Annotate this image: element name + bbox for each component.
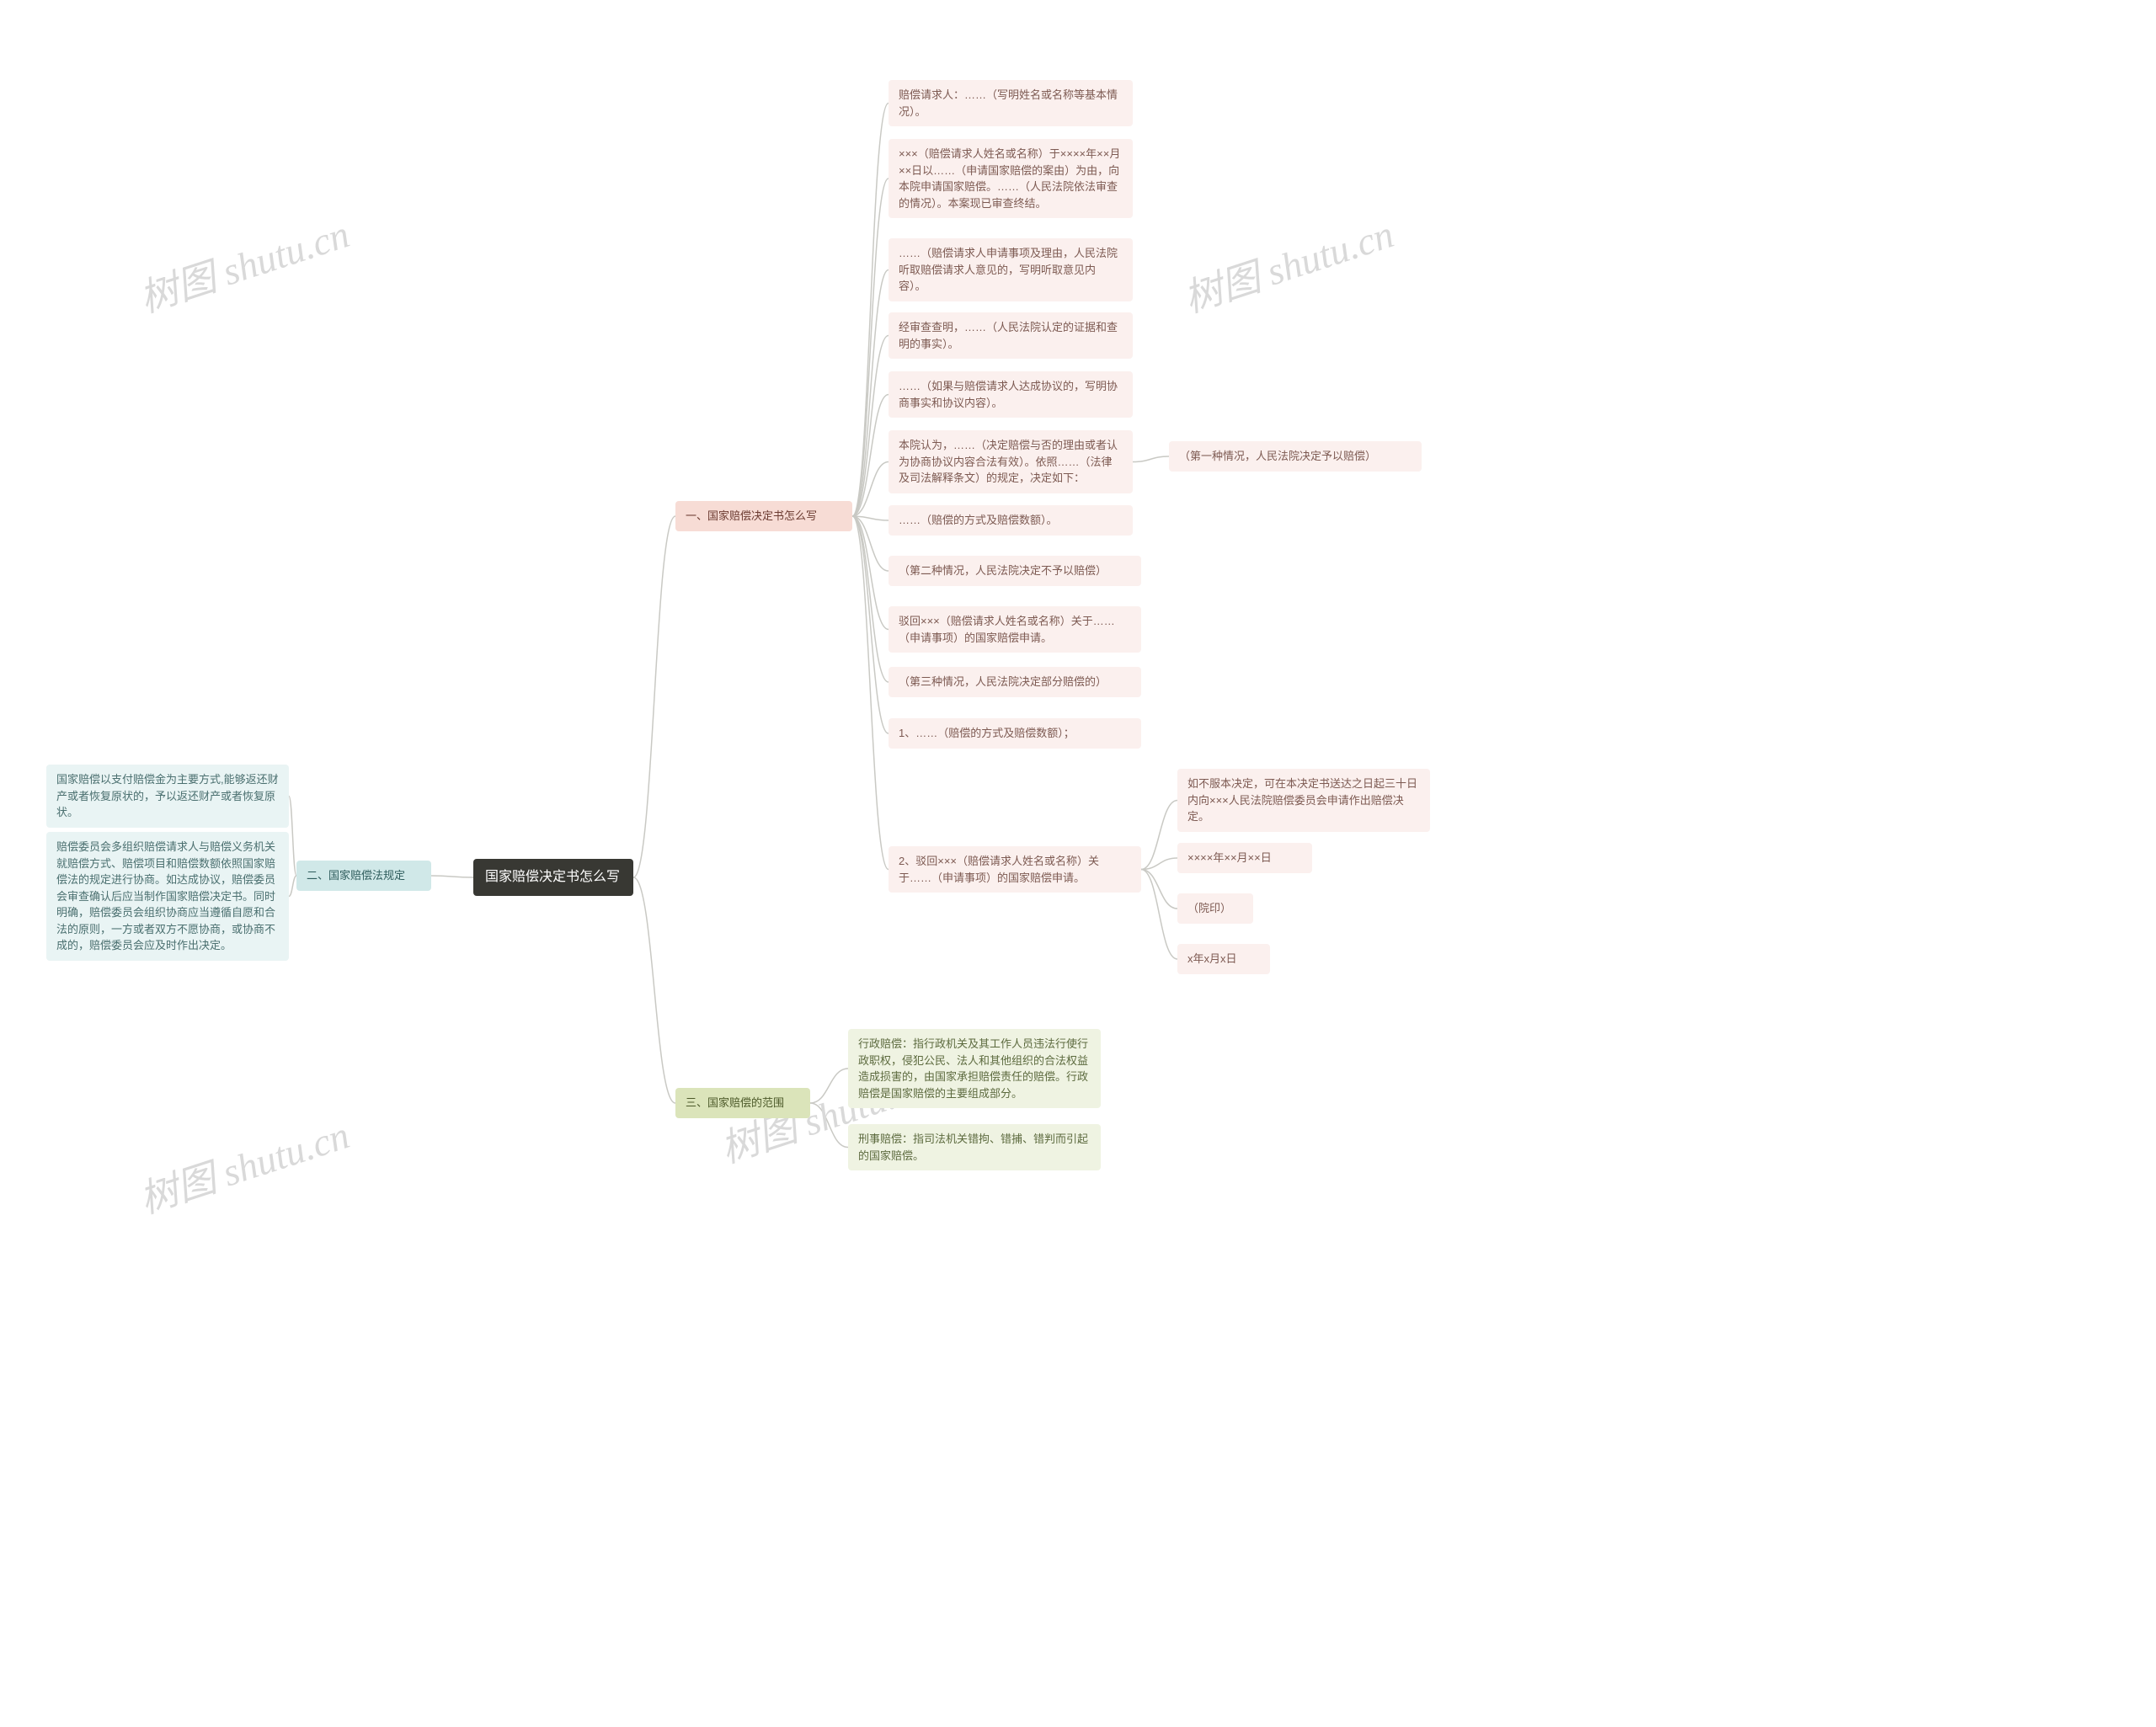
leaf-one-1: 赔偿请求人：……（写明姓名或名称等基本情况）。: [889, 80, 1133, 126]
leaf-three-2: 刑事赔偿：指司法机关错拘、错捕、错判而引起的国家赔偿。: [848, 1124, 1101, 1170]
branch-three: 三、国家赔偿的范围: [675, 1088, 810, 1118]
leaf-one-6: 本院认为，……（决定赔偿与否的理由或者认为协商协议内容合法有效）。依照……（法律…: [889, 430, 1133, 493]
branch-one: 一、国家赔偿决定书怎么写: [675, 501, 852, 531]
leaf-one-12a: 如不服本决定，可在本决定书送达之日起三十日内向×××人民法院赔偿委员会申请作出赔…: [1177, 769, 1430, 832]
leaf-one-12: 2、驳回×××（赔偿请求人姓名或名称）关于……（申请事项）的国家赔偿申请。: [889, 846, 1141, 893]
leaf-one-12d: x年x月x日: [1177, 944, 1270, 974]
leaf-one-11: 1、……（赔偿的方式及赔偿数额）；: [889, 718, 1141, 749]
leaf-one-7: ……（赔偿的方式及赔偿数额）。: [889, 505, 1133, 536]
leaf-two-2: 赔偿委员会多组织赔偿请求人与赔偿义务机关就赔偿方式、赔偿项目和赔偿数额依照国家赔…: [46, 832, 289, 961]
mindmap-canvas: 树图 shutu.cn 树图 shutu.cn 树图 shutu.cn 树图 s…: [0, 0, 2156, 1727]
leaf-one-2: ×××（赔偿请求人姓名或名称）于××××年××月××日以……（申请国家赔偿的案由…: [889, 139, 1133, 218]
root-node: 国家赔偿决定书怎么写: [473, 859, 633, 896]
leaf-two-1: 国家赔偿以支付赔偿金为主要方式,能够返还财产或者恢复原状的，予以返还财产或者恢复…: [46, 765, 289, 828]
leaf-one-3: ……（赔偿请求人申请事项及理由，人民法院听取赔偿请求人意见的，写明听取意见内容）…: [889, 238, 1133, 301]
leaf-one-9: 驳回×××（赔偿请求人姓名或名称）关于……（申请事项）的国家赔偿申请。: [889, 606, 1141, 653]
branch-two: 二、国家赔偿法规定: [296, 861, 431, 891]
leaf-one-8: （第二种情况，人民法院决定不予以赔偿）: [889, 556, 1141, 586]
leaf-one-4: 经审查查明，……（人民法院认定的证据和查明的事实）。: [889, 312, 1133, 359]
leaf-one-10: （第三种情况，人民法院决定部分赔偿的）: [889, 667, 1141, 697]
leaf-three-1: 行政赔偿：指行政机关及其工作人员违法行使行政职权，侵犯公民、法人和其他组织的合法…: [848, 1029, 1101, 1108]
leaf-one-6a: （第一种情况，人民法院决定予以赔偿）: [1169, 441, 1422, 472]
leaf-one-12c: （院印）: [1177, 893, 1253, 924]
leaf-one-12b: ××××年××月××日: [1177, 843, 1312, 873]
leaf-one-5: ……（如果与赔偿请求人达成协议的，写明协商事实和协议内容）。: [889, 371, 1133, 418]
